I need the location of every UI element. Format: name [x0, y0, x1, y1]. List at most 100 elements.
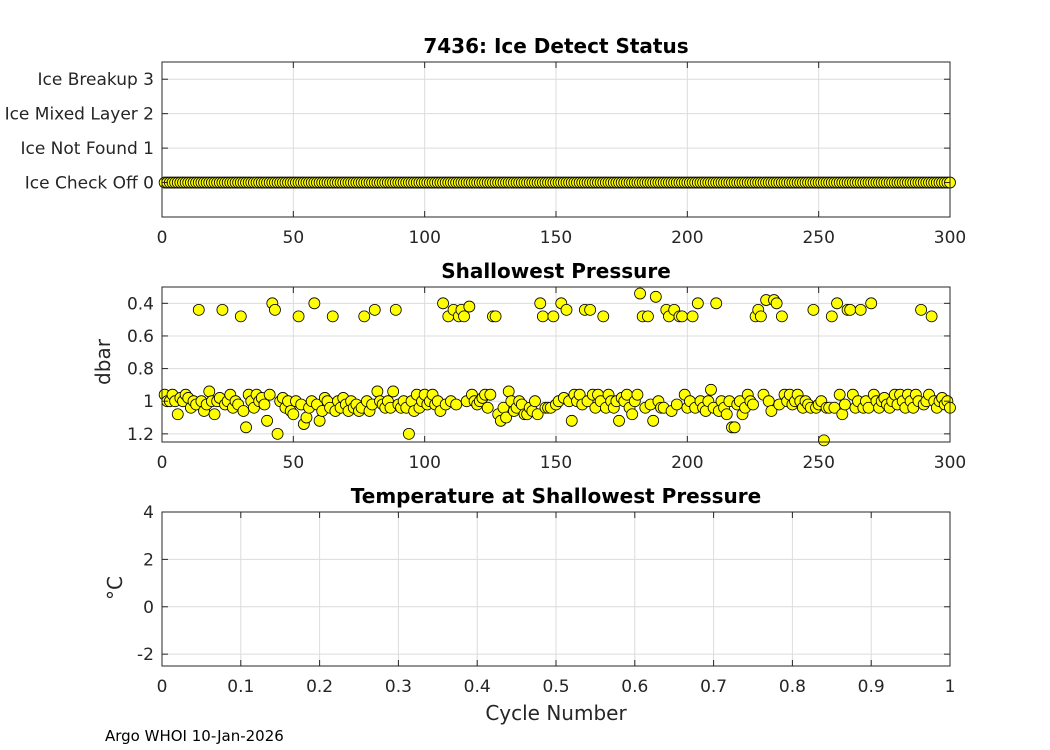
data-point: [300, 411, 313, 424]
y-tick-label: 4: [143, 503, 154, 523]
data-point: [502, 385, 515, 398]
data-point: [836, 408, 849, 421]
data-point: [597, 310, 610, 323]
temperature-title: Temperature at Shallowest Pressure: [351, 484, 761, 508]
x-tick-label: 0.1: [227, 677, 254, 697]
data-point: [371, 385, 384, 398]
x-tick-label: 200: [671, 453, 703, 473]
x-tick-label: 0: [157, 228, 168, 248]
data-point: [765, 405, 778, 417]
ice-detect-status-panel: 7436: Ice Detect Status 0 50 100 150 200 250 3…: [5, 34, 967, 248]
data-point: [565, 414, 578, 427]
data-point: [828, 401, 841, 414]
y-tick-label: 0.8: [127, 360, 154, 380]
x-tick-label: 0.4: [464, 677, 491, 697]
x-tick-label: 150: [540, 228, 572, 248]
x-tick-label: 0.6: [621, 677, 648, 697]
data-point: [368, 303, 381, 316]
data-point: [649, 290, 662, 303]
y-tick-label: 1.2: [127, 425, 154, 445]
x-tick-label: 100: [408, 228, 440, 248]
data-point: [237, 405, 250, 417]
data-point: [825, 310, 838, 323]
data-point: [534, 297, 547, 310]
data-point: [458, 310, 470, 323]
x-tick-label: 0: [157, 453, 168, 473]
ice-detect-title: 7436: Ice Detect Status: [423, 34, 688, 58]
data-point: [192, 303, 205, 316]
x-tick-label: 1: [945, 677, 956, 697]
data-point: [536, 310, 549, 323]
y-tick-label: -2: [137, 645, 154, 665]
x-tick-label: 0.7: [700, 677, 727, 697]
data-point: [747, 398, 759, 411]
x-tick-label: 0: [157, 677, 168, 697]
x-tick-label: 0.3: [385, 677, 412, 697]
data-point: [529, 395, 541, 408]
data-point: [489, 310, 502, 323]
temperature-panel: Temperature at Shallowest Pressure °C Cy…: [103, 484, 955, 725]
data-point: [710, 297, 723, 310]
y-tick-label: 0.4: [127, 294, 154, 314]
y-tick-label: Ice Mixed Layer 2: [5, 105, 154, 125]
data-point: [676, 310, 688, 323]
y-tick-label: Ice Not Found 1: [20, 139, 154, 159]
data-point: [358, 310, 371, 323]
data-point: [839, 398, 851, 411]
data-point: [560, 303, 573, 316]
data-point: [647, 414, 660, 427]
data-point: [326, 310, 339, 323]
data-point: [531, 408, 544, 421]
data-point: [691, 297, 704, 310]
data-point: [208, 408, 221, 421]
shallowest-pressure-panel: Shallowest Pressure dbar 0 50 100 150 200 250…: [91, 259, 966, 473]
data-point: [865, 297, 878, 310]
x-tick-label: 0.5: [542, 677, 569, 697]
data-point: [728, 421, 741, 434]
x-tick-label: 50: [283, 453, 305, 473]
data-point: [634, 287, 646, 300]
data-point: [203, 385, 216, 398]
pressure-title: Shallowest Pressure: [441, 259, 671, 283]
data-point: [831, 297, 843, 310]
data-point: [261, 414, 273, 427]
data-point: [271, 427, 284, 440]
data-point: [292, 310, 305, 323]
y-tick-label: Ice Breakup 3: [38, 70, 155, 90]
data-point: [626, 408, 639, 421]
x-tick-label: 250: [802, 453, 834, 473]
data-point: [670, 398, 683, 411]
data-point: [269, 303, 281, 316]
data-point: [775, 310, 788, 323]
x-tick-label: 250: [802, 228, 834, 248]
y-tick-label: 0: [143, 598, 154, 618]
y-tick-label: Ice Check Off 0: [25, 174, 154, 194]
data-point: [171, 408, 184, 421]
data-point: [287, 408, 300, 421]
data-point: [484, 388, 497, 401]
data-point: [240, 421, 252, 434]
x-tick-label: 0.8: [779, 677, 806, 697]
temperature-ylabel: °C: [103, 576, 127, 600]
data-point: [915, 303, 928, 316]
cycle-number-xlabel: Cycle Number: [485, 701, 627, 725]
y-tick-label: 0.6: [127, 327, 154, 347]
data-point: [833, 388, 846, 401]
data-point: [844, 303, 857, 316]
data-point: [403, 427, 415, 440]
x-tick-label: 0.2: [306, 677, 333, 697]
data-point: [308, 297, 321, 310]
data-point: [450, 398, 463, 411]
y-tick-label: 1: [143, 392, 154, 412]
data-point: [389, 303, 402, 316]
x-tick-label: 200: [671, 228, 703, 248]
data-point: [925, 310, 938, 323]
data-point: [705, 383, 717, 396]
x-tick-label: 50: [283, 228, 305, 248]
x-tick-label: 300: [934, 453, 966, 473]
data-point: [313, 414, 326, 427]
data-point: [463, 300, 476, 313]
data-point: [216, 303, 229, 316]
data-point: [500, 411, 512, 424]
data-point: [720, 408, 733, 421]
